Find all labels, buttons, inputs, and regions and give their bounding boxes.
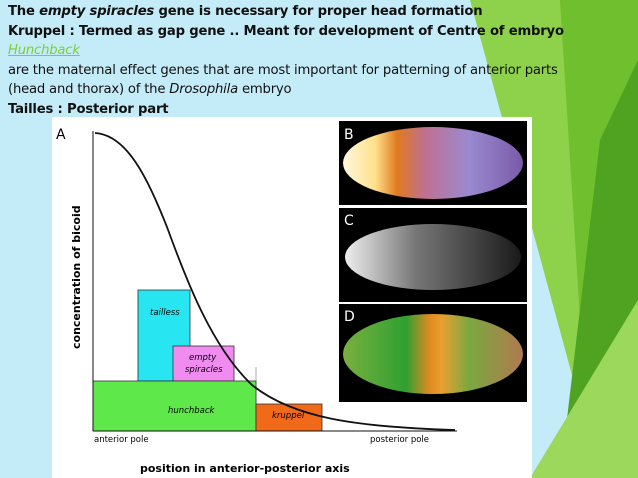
text: Drosophila	[169, 82, 238, 97]
gene-label: hunchback	[168, 406, 215, 416]
panel-label: A	[56, 127, 66, 143]
slide-text: The empty spiracles gene is necessary fo…	[8, 2, 638, 119]
text: The	[8, 4, 40, 19]
embryo	[345, 224, 521, 290]
axis-label: concentration of bicoid	[70, 205, 83, 349]
panel-label: C	[344, 213, 354, 229]
line: Kruppel : Termed as gap gene .. Meant fo…	[8, 22, 638, 61]
text: are the maternal effect genes that are m…	[8, 62, 558, 78]
panel-label: D	[344, 309, 355, 325]
gene-label: empty	[189, 353, 217, 363]
text: gene is necessary for proper head format…	[154, 4, 483, 19]
panel-label: B	[344, 127, 354, 143]
text: Kruppel : Termed as gap gene .. Meant fo…	[8, 23, 564, 39]
axis-end-label: posterior pole	[370, 435, 429, 445]
green-shape	[530, 300, 638, 478]
gene-label: tailless	[150, 308, 180, 318]
gene-label: kruppel	[272, 411, 305, 421]
text: embryo	[237, 82, 292, 97]
axis-label: position in anterior-posterior axis	[140, 462, 350, 475]
embryo	[343, 314, 523, 394]
gene-label: spiracles	[185, 365, 223, 375]
link[interactable]: Hunchback	[8, 43, 80, 58]
text: (head and thorax) of the	[8, 82, 170, 97]
text: Tailles : Posterior part	[8, 101, 169, 117]
bicoid-curve	[94, 132, 456, 431]
figure: A B C D concentration of bicoid position…	[52, 117, 532, 478]
line: (head and thorax) of the Drosophila embr…	[8, 80, 638, 100]
hunchback-box	[92, 380, 257, 432]
line: The empty spiracles gene is necessary fo…	[8, 2, 638, 22]
embryo	[343, 127, 523, 199]
line: Tailles : Posterior part	[8, 100, 638, 120]
line: are the maternal effect genes that are m…	[8, 61, 638, 81]
axis-end-label: anterior pole	[94, 435, 149, 445]
text: empty spiracles	[39, 4, 155, 19]
